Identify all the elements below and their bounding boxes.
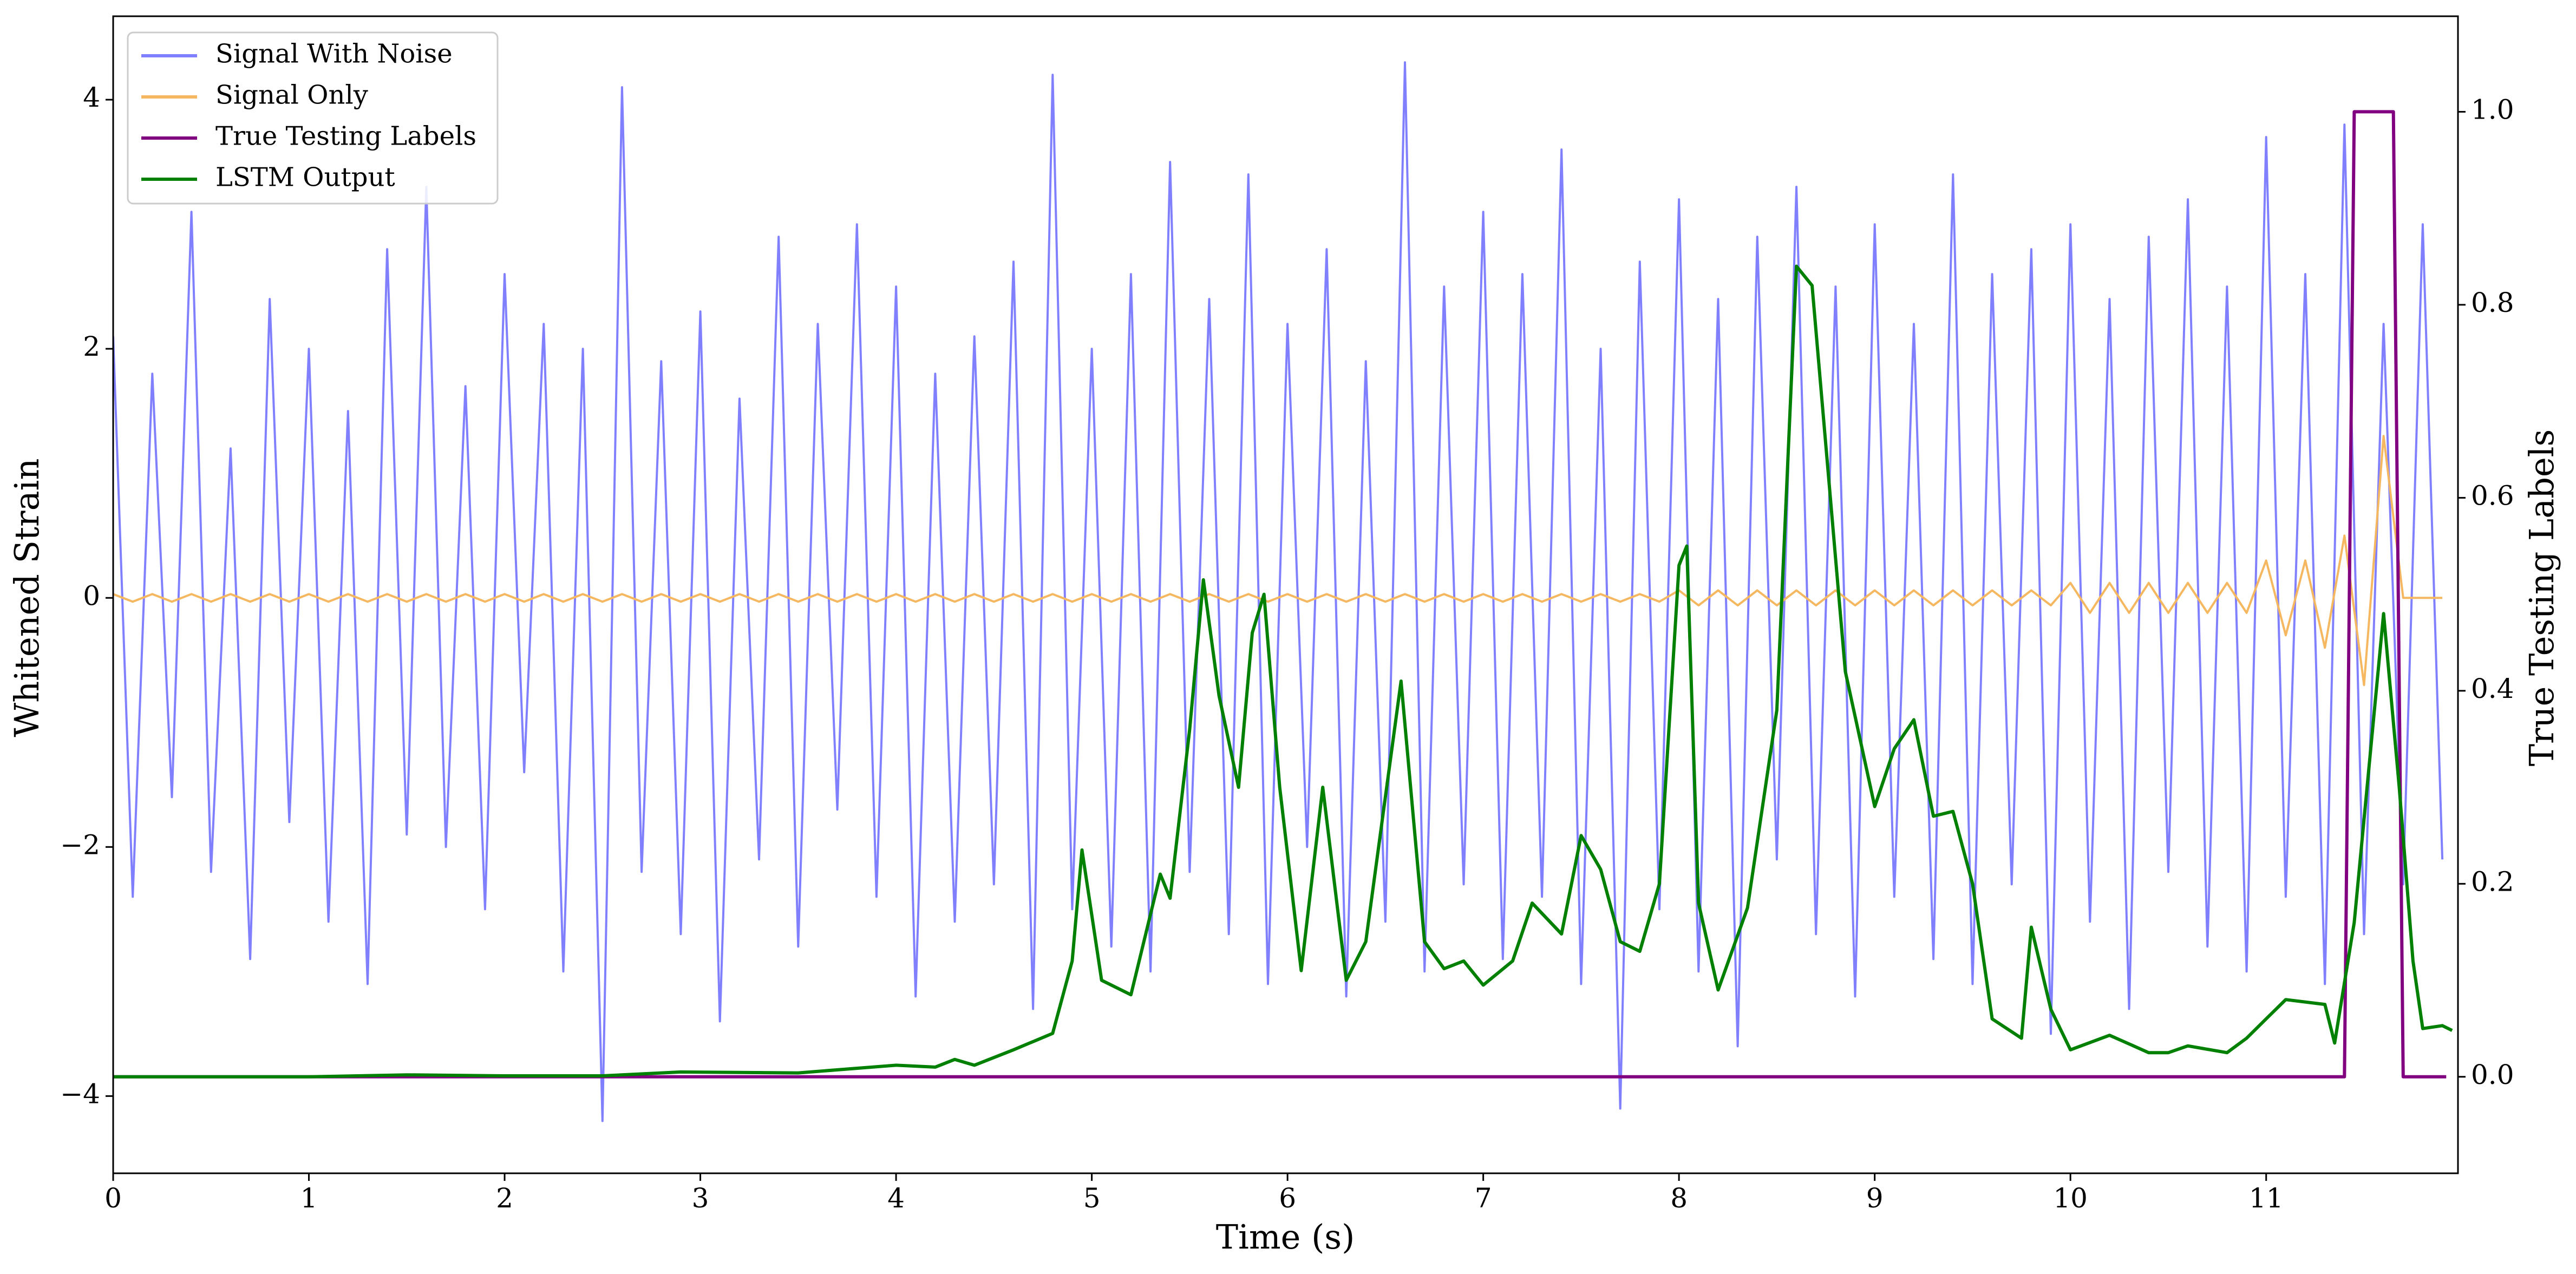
y2-tick-label: 1.0	[2471, 94, 2514, 125]
y2-axis-label: True Testing Labels	[2522, 429, 2561, 767]
x-tick-label: 9	[1866, 1182, 1884, 1214]
y-tick-label: 0	[83, 580, 100, 611]
legend-label: Signal With Noise	[215, 39, 453, 69]
y-tick-label: 2	[83, 331, 100, 362]
series-line	[113, 61, 2444, 1122]
legend-box	[127, 31, 499, 205]
axes-frame	[112, 15, 2459, 1174]
x-tick-label: 4	[887, 1182, 905, 1214]
x-tick-label: 5	[1083, 1182, 1101, 1214]
x-tick-label: 0	[104, 1182, 122, 1214]
y-axis-label: Whitened Strain	[7, 459, 47, 737]
y-tick-label: −4	[60, 1078, 100, 1109]
y2-tick-label: 0.0	[2471, 1059, 2514, 1090]
plot-area	[113, 61, 2453, 1122]
x-axis-label: Time (s)	[1216, 1217, 1355, 1257]
x-tick-label: 11	[2249, 1182, 2284, 1214]
y2-tick-label: 0.8	[2471, 287, 2514, 318]
y2-tick-label: 0.2	[2471, 866, 2514, 897]
y2-tick-label: 0.4	[2471, 673, 2514, 704]
series-line	[113, 264, 2453, 1079]
x-tick-label: 3	[692, 1182, 709, 1214]
x-tick-label: 2	[496, 1182, 513, 1214]
x-tick-label: 6	[1279, 1182, 1296, 1214]
x-tick-label: 7	[1475, 1182, 1492, 1214]
x-tick-label: 10	[2053, 1182, 2088, 1214]
legend-label: True Testing Labels	[215, 121, 476, 152]
x-tick-label: 1	[300, 1182, 318, 1214]
legend-label: LSTM Output	[215, 162, 395, 193]
y-tick-label: 4	[83, 82, 100, 113]
legend-label: Signal Only	[215, 80, 368, 110]
x-tick-label: 8	[1670, 1182, 1688, 1214]
y2-tick-label: 0.6	[2471, 480, 2514, 511]
series-line	[113, 110, 2447, 1079]
series-line	[113, 435, 2443, 687]
y-tick-label: −2	[60, 829, 100, 860]
